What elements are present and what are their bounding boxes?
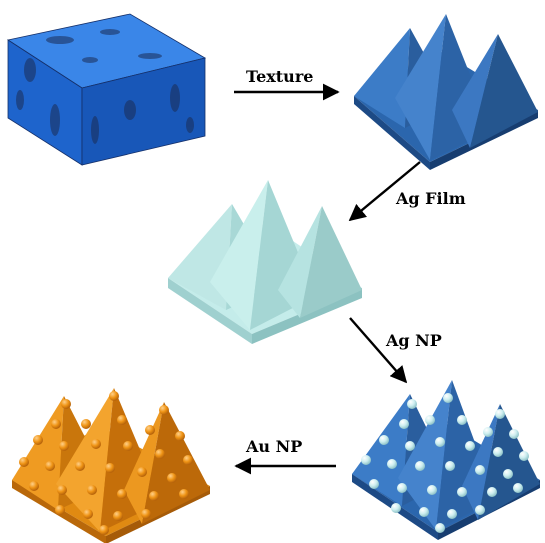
arrow-ag-film [348, 161, 421, 222]
silicon-substrate-block [6, 13, 207, 166]
ag-nanoparticles [361, 393, 529, 533]
au-np-pyramids [12, 388, 210, 543]
arrow-ag-np [349, 317, 408, 384]
label-ag-np: Ag NP [385, 331, 442, 350]
label-ag-film: Ag Film [395, 189, 466, 208]
label-au-np: Au NP [245, 437, 302, 456]
ag-film-pyramids [168, 180, 362, 344]
label-texture: Texture [246, 67, 313, 86]
au-nanoparticles [19, 391, 193, 535]
textured-pyramid-substrate [354, 14, 538, 170]
ag-np-pyramids [352, 380, 540, 540]
